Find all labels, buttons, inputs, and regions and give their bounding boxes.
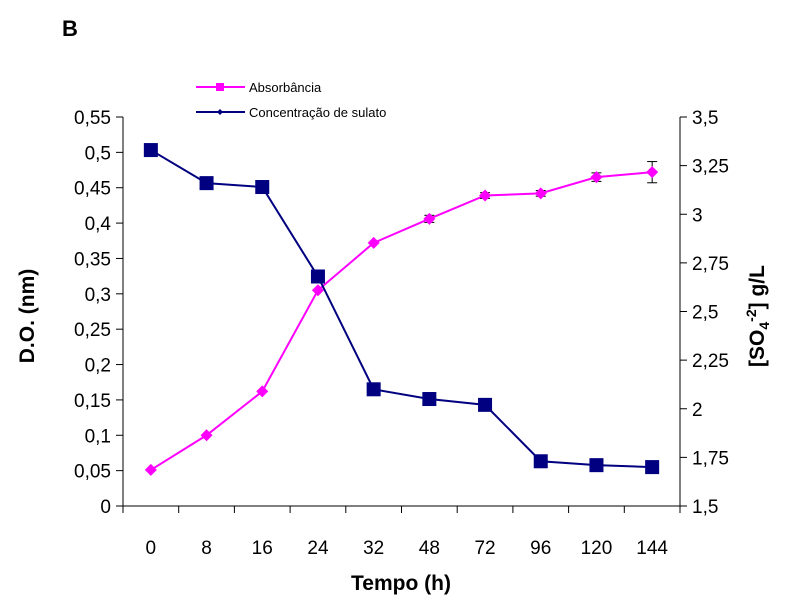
left-tick-label: 0 [100, 497, 111, 518]
right-tick-label: 2,5 [692, 303, 718, 324]
left-tick-label: 0,5 [85, 143, 111, 164]
axes: 0 0,05 0,1 0,15 0,2 0,25 0,3 0,35 0,4 0,45 0,5 0,55… [74, 108, 729, 559]
x-axis-title: Tempo (h) [351, 572, 451, 595]
left-axis-title: D.O. (nm) [16, 269, 39, 364]
right-tick-label: 2,25 [692, 351, 729, 372]
x-tick-label: 8 [201, 538, 212, 559]
data-point [199, 176, 214, 191]
left-tick-label: 0,1 [85, 426, 111, 447]
x-tick-label: 16 [252, 538, 273, 559]
left-tick-label: 0,3 [85, 285, 111, 306]
data-point [200, 429, 213, 442]
right-tick-label: 1,5 [692, 497, 718, 518]
left-tick-label: 0,45 [74, 179, 111, 200]
data-point [422, 392, 437, 407]
series-line [150, 149, 653, 469]
legend-item: Concentração de sulato [196, 105, 386, 120]
x-tick-label: 72 [474, 538, 495, 559]
x-tick-label: 32 [363, 538, 384, 559]
series-2 [143, 143, 660, 475]
legend-item: Absorbância [196, 80, 322, 95]
left-tick-label: 0,05 [74, 462, 111, 483]
legend: Absorbância Concentração de sulato [196, 80, 386, 120]
data-point [144, 463, 157, 476]
data-point [367, 236, 380, 249]
data-point [479, 189, 492, 202]
right-tick-label: 3,5 [692, 108, 718, 129]
series-1 [144, 161, 659, 476]
legend-marker [216, 83, 224, 91]
legend-label: Absorbância [249, 80, 322, 95]
right-tick-label: 3,25 [692, 157, 729, 178]
series-line [150, 171, 653, 471]
x-tick-label: 144 [636, 538, 668, 559]
data-point [311, 284, 324, 297]
data-point [310, 269, 325, 284]
data-point [143, 143, 158, 158]
data-point [423, 212, 436, 225]
data-point [256, 385, 269, 398]
right-tick-label: 1,75 [692, 448, 729, 469]
left-tick-label: 0,25 [74, 320, 111, 341]
data-point [533, 454, 548, 469]
left-tick-label: 0,4 [85, 214, 112, 235]
data-point [646, 166, 659, 179]
right-tick-label: 3 [692, 205, 703, 226]
right-axis-title: [SO4-2] g/L [743, 265, 772, 367]
data-point [590, 171, 603, 184]
x-tick-label: 96 [530, 538, 551, 559]
x-tick-label: 24 [307, 538, 329, 559]
left-tick-label: 0,2 [85, 356, 111, 377]
left-tick-label: 0,15 [74, 391, 111, 412]
x-tick-label: 0 [146, 538, 157, 559]
x-tick-label: 48 [419, 538, 440, 559]
chart-marks [143, 143, 660, 476]
legend-marker [217, 109, 223, 115]
data-point [478, 397, 493, 412]
data-point [534, 187, 547, 200]
x-tick-label: 120 [581, 538, 613, 559]
data-point [366, 382, 381, 397]
data-point [255, 180, 270, 195]
right-tick-label: 2,75 [692, 254, 729, 275]
data-point [645, 460, 660, 475]
legend-label: Concentração de sulato [249, 105, 386, 120]
data-point [589, 458, 604, 473]
left-tick-label: 0,35 [74, 249, 111, 270]
panel-label: B [62, 16, 78, 41]
left-tick-label: 0,55 [74, 108, 111, 129]
right-tick-label: 2 [692, 400, 703, 421]
